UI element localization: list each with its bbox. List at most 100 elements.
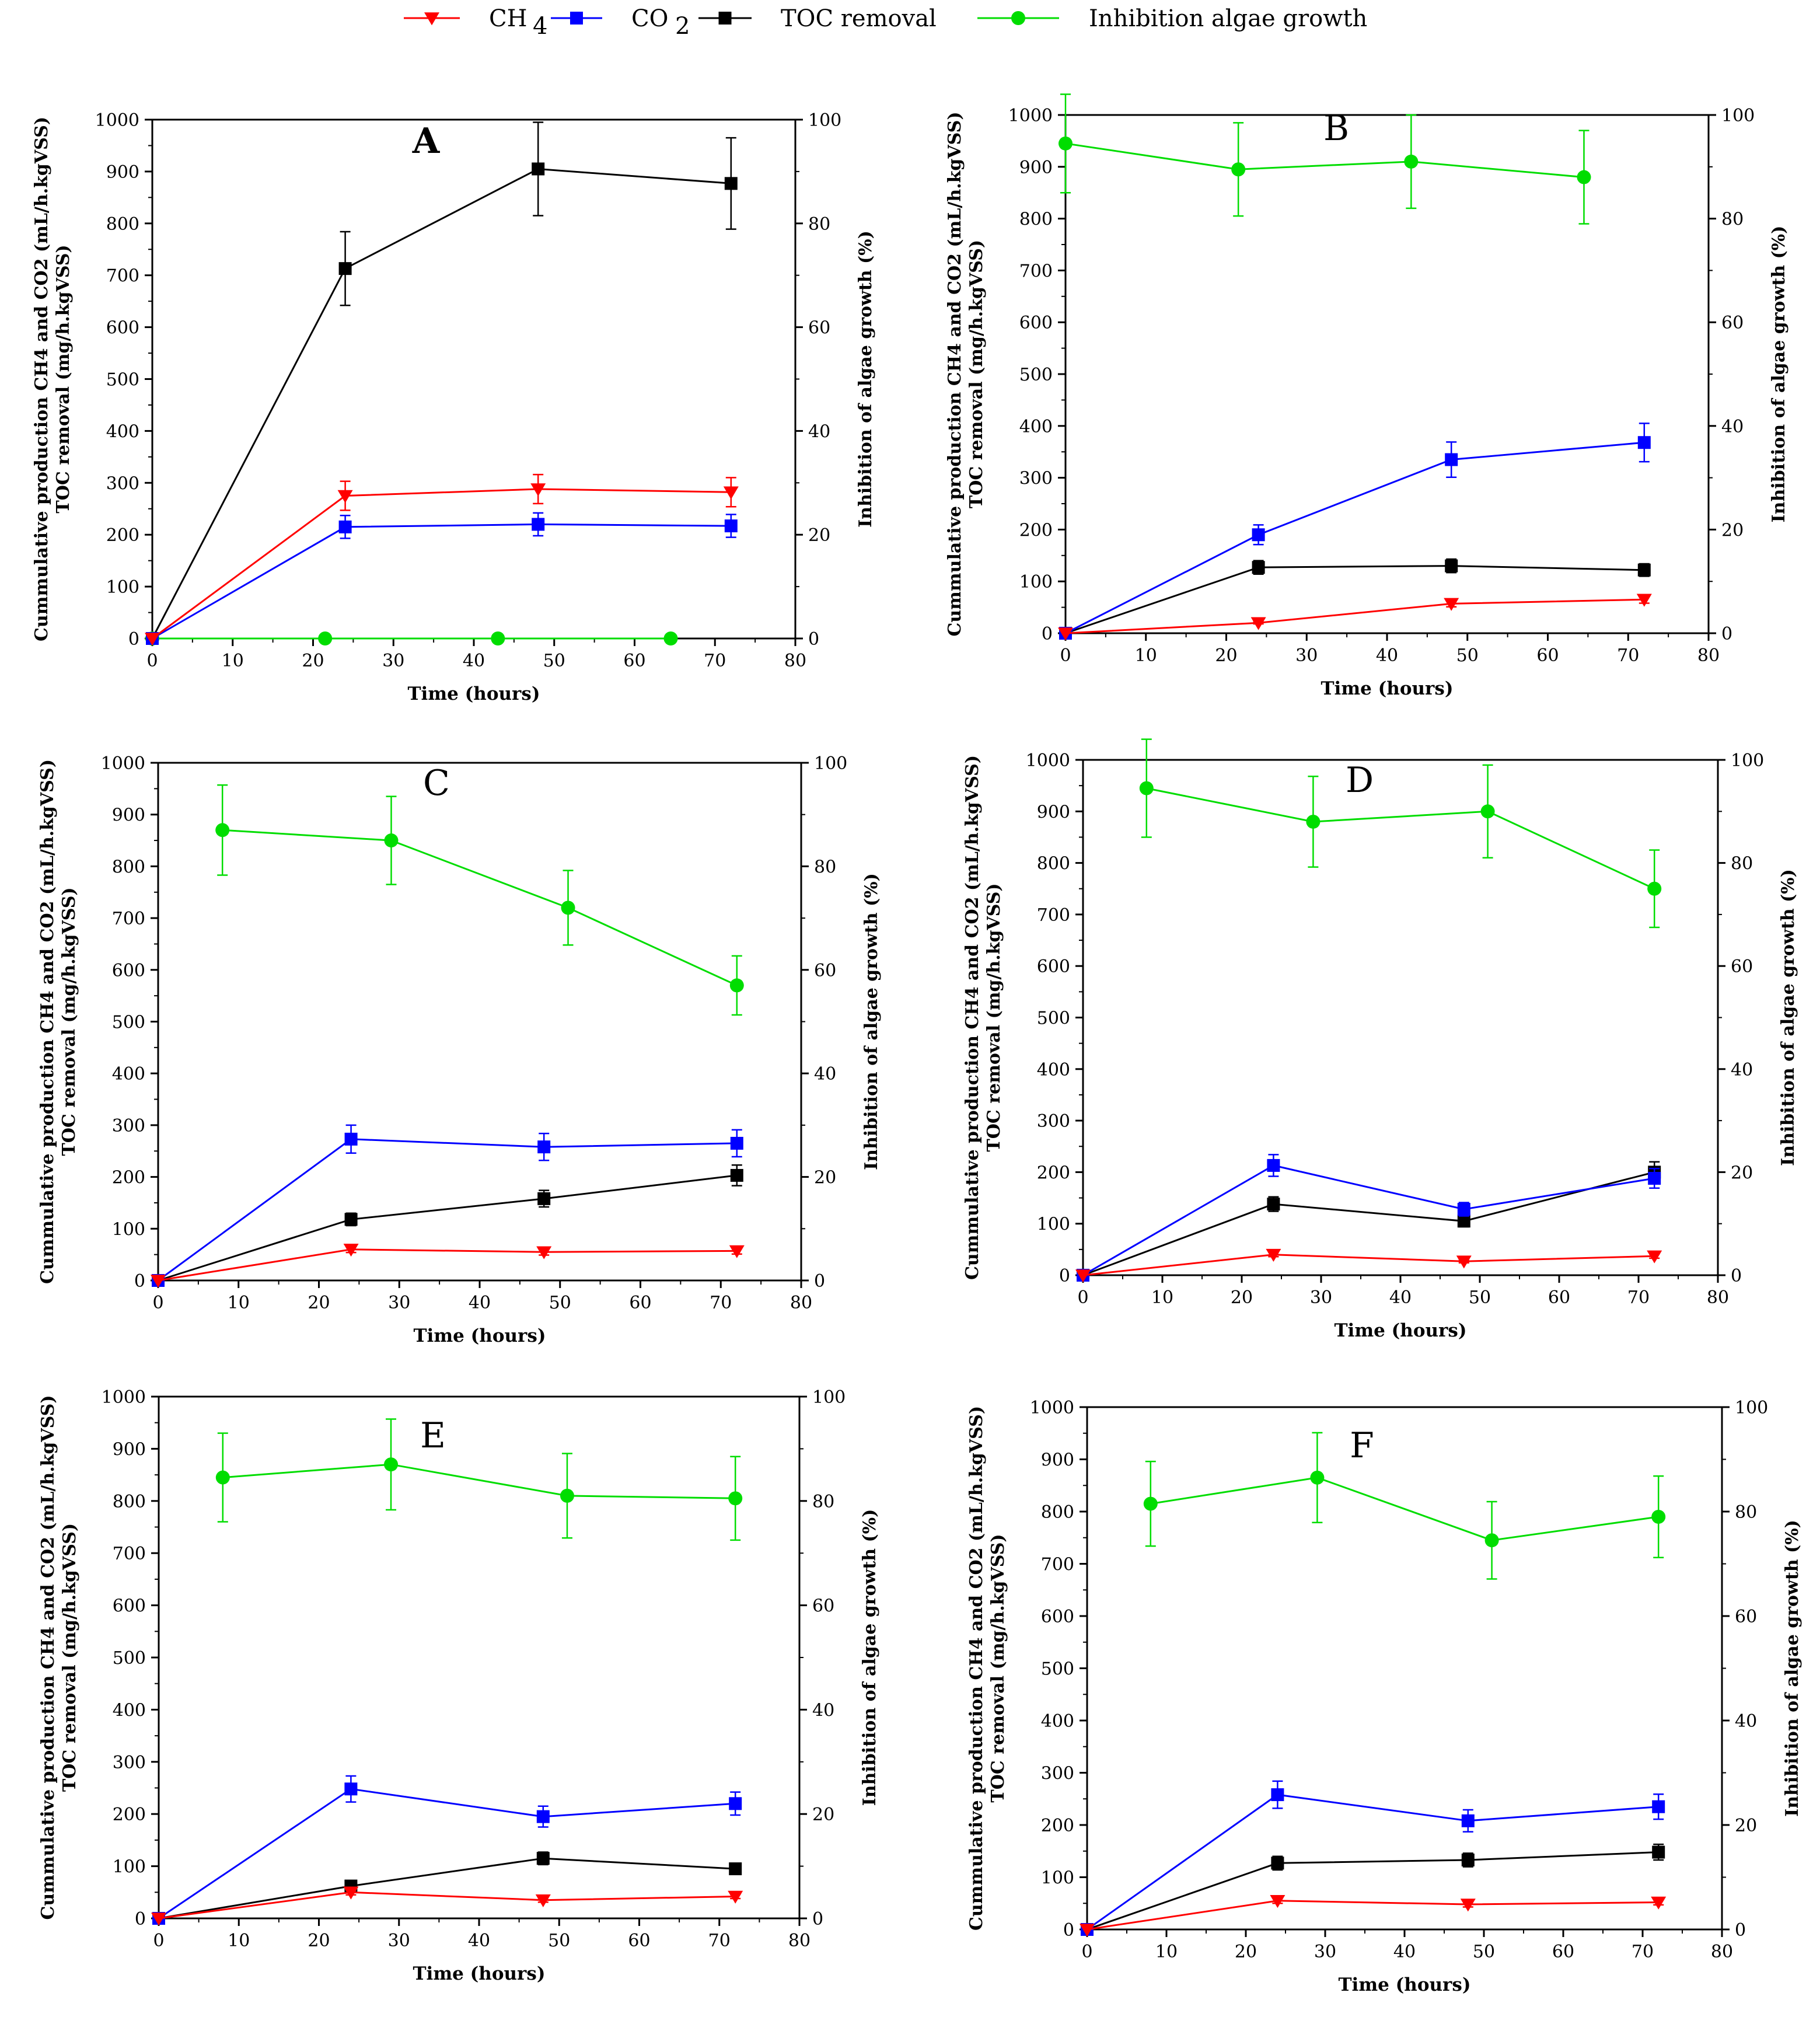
y-axis-title-line1: Cummulative production CH4 and CO2 (mL/h… (38, 1395, 58, 1920)
data-point-co2 (1652, 1800, 1665, 1813)
y2-tick-label: 60 (814, 961, 836, 981)
y-tick-label: 800 (112, 857, 145, 877)
series-ch4 (1075, 1248, 1662, 1283)
legend-label: CH (489, 5, 528, 32)
y2-tick-label: 100 (814, 753, 847, 774)
series-ch4 (151, 1244, 745, 1288)
x-tick-label: 10 (1135, 645, 1157, 666)
y2-tick-label: 100 (1735, 1398, 1768, 1418)
data-point-co2 (1252, 528, 1265, 542)
x-tick-label: 30 (1310, 1287, 1332, 1308)
legend-marker (424, 12, 439, 26)
y-tick-label: 0 (1063, 1920, 1074, 1941)
series-line-toc (151, 167, 731, 639)
x-tick-label: 40 (1376, 645, 1398, 666)
panel-label: F (1350, 1425, 1374, 1466)
y-tick-label: 600 (112, 961, 145, 981)
y2-tick-label: 100 (1731, 751, 1764, 771)
y-tick-label: 600 (1019, 313, 1053, 333)
x-tick-label: 40 (469, 1293, 491, 1313)
data-point-co2 (1648, 1171, 1661, 1185)
data-point-toc (344, 1213, 358, 1226)
y-tick-label: 600 (1041, 1607, 1074, 1627)
data-point-co2 (729, 1797, 742, 1810)
x-tick-label: 60 (1536, 645, 1559, 666)
y-tick-label: 1000 (1026, 751, 1070, 771)
data-point-ch4 (1647, 1250, 1662, 1264)
data-point-inhibition (561, 901, 575, 915)
data-point-ch4 (535, 1894, 551, 1908)
y-tick-label: 700 (106, 266, 139, 287)
series-line-co2 (152, 523, 731, 640)
y-tick-label: 500 (106, 370, 139, 390)
y-tick-label: 200 (112, 1168, 145, 1188)
y-tick-label: 800 (1041, 1502, 1074, 1523)
series-co2 (1077, 1154, 1661, 1282)
data-point-inhibition (1059, 136, 1073, 151)
y2-tick-label: 60 (1735, 1607, 1757, 1627)
x-tick-label: 50 (1456, 645, 1479, 666)
y2-tick-label: 60 (812, 1596, 834, 1617)
y2-axis-title: Inhibition of algae growth (%) (861, 873, 882, 1170)
y-tick-label: 400 (113, 1700, 146, 1721)
data-point-inhibition (1577, 170, 1591, 184)
data-point-ch4 (728, 1890, 743, 1904)
data-point-inhibition (1647, 881, 1662, 896)
data-point-inhibition (215, 1470, 230, 1485)
data-point-ch4 (1651, 1896, 1667, 1910)
data-point-toc (532, 162, 545, 176)
series-line-ch4 (152, 488, 731, 640)
data-point-toc (1271, 1857, 1284, 1870)
x-tick-label: 10 (1155, 1942, 1178, 1962)
y-tick-label: 300 (1037, 1111, 1070, 1132)
series-line-co2 (158, 1138, 737, 1282)
x-tick-label: 30 (388, 1293, 410, 1313)
y-tick-label: 500 (1019, 365, 1053, 385)
data-point-inhibition (384, 833, 399, 848)
data-point-toc (536, 1852, 550, 1865)
series-line-toc (158, 1857, 736, 1920)
data-point-co2 (537, 1140, 551, 1154)
data-point-ch4 (1266, 1248, 1281, 1262)
x-tick-label: 0 (1077, 1287, 1088, 1308)
legend-label: Inhibition algae growth (1089, 5, 1367, 32)
data-point-co2 (344, 1132, 358, 1146)
y-axis-title-line1: Cummulative production CH4 and CO2 (mL/h… (945, 111, 965, 636)
x-tick-label: 60 (629, 1293, 651, 1313)
data-point-co2 (1271, 1788, 1284, 1802)
y2-tick-label: 0 (1735, 1920, 1746, 1941)
data-point-inhibition (663, 631, 678, 645)
y-tick-label: 900 (112, 805, 145, 826)
series-toc (152, 1164, 743, 1287)
x-tick-label: 20 (1235, 1942, 1257, 1962)
panel-label: B (1323, 108, 1349, 149)
series-line-inhibition (1065, 142, 1584, 179)
data-point-ch4 (530, 483, 546, 497)
panel-label: A (412, 121, 441, 162)
series-line-co2 (1065, 441, 1644, 634)
y2-tick-label: 20 (1731, 1163, 1753, 1183)
x-tick-label: 80 (784, 651, 806, 671)
series-line-co2 (158, 1788, 736, 1920)
y2-tick-label: 0 (812, 1909, 823, 1929)
x-axis-title: Time (hours) (1321, 678, 1453, 699)
y-tick-label: 300 (1019, 469, 1053, 489)
y2-tick-label: 60 (1731, 957, 1753, 977)
x-tick-label: 60 (628, 1931, 650, 1951)
data-point-ch4 (343, 1886, 359, 1900)
legend-item-1: CH 4 (404, 5, 547, 40)
data-point-co2 (1445, 453, 1458, 466)
series-toc (146, 121, 738, 645)
series-line-ch4 (158, 1248, 737, 1282)
series-co2 (152, 1124, 743, 1287)
y-tick-label: 100 (1041, 1868, 1074, 1889)
plot-frame (157, 762, 802, 1282)
data-point-inhibition (1404, 154, 1419, 169)
data-point-toc (730, 1168, 743, 1182)
data-point-co2 (1637, 436, 1651, 449)
y2-tick-label: 0 (808, 629, 819, 650)
legend: CH 4 CO 2 TOC removal Inhibition algae growth (404, 5, 1367, 40)
x-tick-label: 80 (1711, 1942, 1733, 1962)
plot-frame (1064, 114, 1710, 634)
data-point-toc (1461, 1853, 1475, 1866)
